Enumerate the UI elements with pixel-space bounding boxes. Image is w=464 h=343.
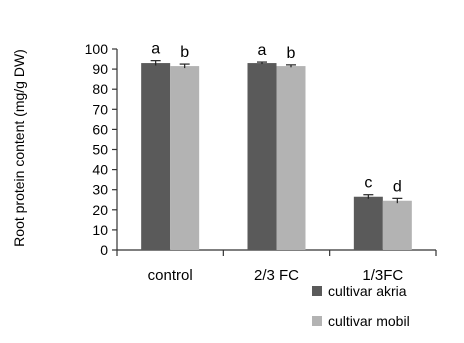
y-tick-label: 30 <box>92 182 108 198</box>
y-axis-label: Root protein content (mg/g DW) <box>11 49 27 247</box>
y-tick-label: 100 <box>85 41 109 57</box>
x-tick-label: control <box>148 267 193 284</box>
y-tick-label: 0 <box>100 242 108 258</box>
data-label: d <box>393 178 402 195</box>
legend-swatch <box>312 286 322 296</box>
data-label: a <box>258 42 267 59</box>
y-tick-label: 20 <box>92 202 108 218</box>
y-tick-label: 60 <box>92 121 108 137</box>
y-tick-label: 40 <box>92 162 108 178</box>
data-label: b <box>287 45 296 62</box>
y-tick-label: 90 <box>92 61 108 77</box>
y-tick-label: 50 <box>92 142 108 158</box>
bar <box>382 200 412 250</box>
bar <box>276 66 306 251</box>
legend-label: cultivar mobil <box>328 313 410 329</box>
legend-swatch <box>312 316 322 326</box>
bar <box>353 196 383 250</box>
data-label: b <box>180 44 189 61</box>
y-tick-label: 80 <box>92 81 108 97</box>
data-label: a <box>151 41 160 58</box>
bar <box>141 63 171 250</box>
plot-area: 0 10 20 30 40 50 60 70 80 90 100 a b control a b 2/3 FC c… <box>85 41 437 284</box>
bar <box>247 63 277 250</box>
y-tick-label: 70 <box>92 101 108 117</box>
bar <box>170 66 200 251</box>
x-tick-label: 1/3FC <box>362 267 403 284</box>
x-tick-label: 2/3 FC <box>254 267 299 284</box>
legend-label: cultivar akria <box>328 283 407 299</box>
legend: cultivar akria cultivar mobil <box>312 283 410 329</box>
data-label: c <box>364 175 372 192</box>
y-tick-label: 10 <box>92 222 108 238</box>
